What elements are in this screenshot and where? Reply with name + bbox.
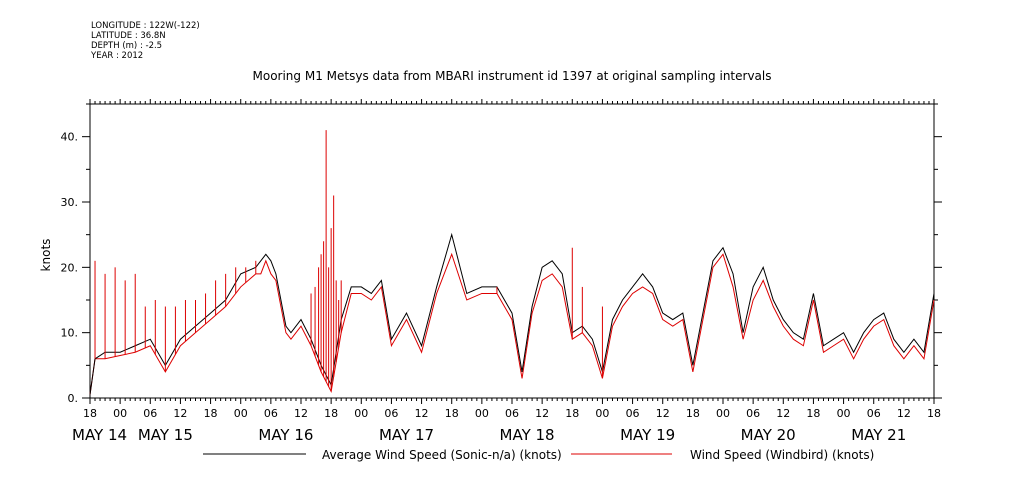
x-tick-label: 00 (113, 407, 127, 420)
x-tick-label: 00 (595, 407, 609, 420)
x-tick-label: 18 (565, 407, 579, 420)
date-label: MAY 19 (620, 426, 675, 444)
plot-frame (89, 103, 935, 399)
date-label: MAY 18 (500, 426, 555, 444)
metadata-block: LONGITUDE : 122W(-122) LATITUDE : 36.8N … (91, 21, 200, 61)
date-label: MAY 20 (741, 426, 796, 444)
series-group (89, 130, 935, 395)
chart-title: Mooring M1 Metsys data from MBARI instru… (253, 69, 772, 83)
series-windbird-wind-speed (89, 252, 935, 395)
y-axis-label: knots (39, 239, 53, 272)
date-label: MAY 14 (72, 426, 127, 444)
x-tick-label: 06 (867, 407, 881, 420)
x-tick-label: 18 (445, 407, 459, 420)
x-tick-label: 00 (354, 407, 368, 420)
date-label: MAY 16 (258, 426, 313, 444)
x-tick-label: 18 (204, 407, 218, 420)
x-tick-label: 12 (656, 407, 670, 420)
x-tick-label: 12 (294, 407, 308, 420)
x-tick-label: 00 (475, 407, 489, 420)
y-tick-label: 30. (61, 196, 79, 209)
x-tick-label: 18 (806, 407, 820, 420)
legend-label-average: Average Wind Speed (Sonic-n/a) (knots) (322, 448, 562, 462)
longitude-label: LONGITUDE : 122W(-122) (91, 21, 200, 31)
depth-label: DEPTH (m) : -2.5 (91, 41, 163, 51)
y-tick-label: 0. (68, 392, 79, 405)
x-tick-label: 18 (83, 407, 97, 420)
x-tick-label: 06 (505, 407, 519, 420)
x-tick-label: 06 (746, 407, 760, 420)
x-tick-label: 18 (324, 407, 338, 420)
x-tick-label: 06 (264, 407, 278, 420)
x-tick-label: 06 (384, 407, 398, 420)
x-tick-label: 12 (897, 407, 911, 420)
x-tick-label: 12 (535, 407, 549, 420)
legend-label-windbird: Wind Speed (Windbird) (knots) (690, 448, 874, 462)
y-tick-label: 20. (61, 261, 79, 274)
x-tick-label: 00 (716, 407, 730, 420)
x-tick-label: 06 (626, 407, 640, 420)
y-tick-label: 10. (61, 327, 79, 340)
series-average-wind-speed (89, 232, 935, 395)
x-tick-label: 18 (686, 407, 700, 420)
x-tick-label: 06 (143, 407, 157, 420)
date-label: MAY 15 (138, 426, 193, 444)
x-tick-label: 00 (837, 407, 851, 420)
latitude-label: LATITUDE : 36.8N (91, 31, 166, 41)
date-label: MAY 17 (379, 426, 434, 444)
legend: Average Wind Speed (Sonic-n/a) (knots) W… (203, 448, 874, 462)
x-tick-label: 18 (927, 407, 941, 420)
y-tick-label: 40. (61, 131, 79, 144)
x-tick-label: 12 (415, 407, 429, 420)
x-tick-label: 12 (173, 407, 187, 420)
date-label: MAY 21 (851, 426, 906, 444)
x-tick-label: 00 (234, 407, 248, 420)
axes: 0. 10. 20. 30. 40. 18 00 06 12 18 00 06 12 18 00 06 12 18… (61, 99, 942, 444)
year-label: YEAR : 2012 (91, 51, 144, 61)
x-tick-label: 12 (776, 407, 790, 420)
